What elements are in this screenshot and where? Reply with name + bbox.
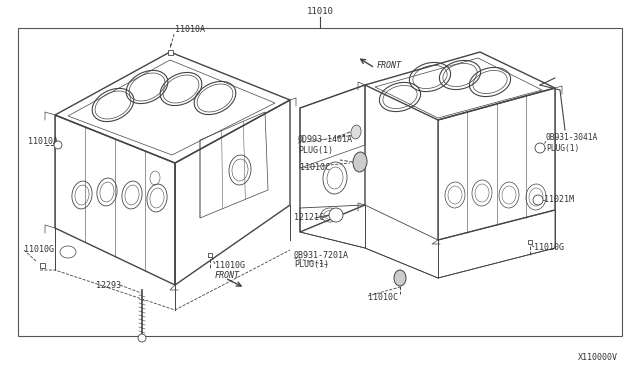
Bar (40, 263, 45, 267)
Text: 0B931-7201A: 0B931-7201A (294, 250, 349, 260)
Text: X110000V: X110000V (578, 353, 618, 362)
Text: 12121C: 12121C (294, 214, 324, 222)
Circle shape (535, 143, 545, 153)
Text: 11010G: 11010G (24, 246, 54, 254)
Text: FRONT: FRONT (377, 61, 402, 70)
Text: PLUG(1): PLUG(1) (294, 260, 329, 269)
Bar (168, 49, 173, 55)
Text: 12293: 12293 (96, 280, 121, 289)
Text: 11021M: 11021M (544, 196, 574, 205)
Text: 11010G: 11010G (215, 262, 245, 270)
Text: 0B931-3041A: 0B931-3041A (546, 134, 598, 142)
Ellipse shape (394, 270, 406, 286)
Text: PLUG(1): PLUG(1) (298, 145, 333, 154)
Circle shape (54, 141, 62, 149)
Ellipse shape (351, 125, 361, 139)
Circle shape (329, 208, 343, 222)
Circle shape (138, 334, 146, 342)
Circle shape (533, 195, 543, 205)
Text: 11010A: 11010A (28, 138, 58, 147)
Text: 11010: 11010 (307, 7, 333, 16)
Text: 11010A: 11010A (175, 26, 205, 35)
Text: 11010G: 11010G (534, 244, 564, 253)
Bar (18, 28, 622, 336)
Text: PLUG(1): PLUG(1) (546, 144, 579, 153)
Bar (208, 253, 212, 257)
Text: FRONT: FRONT (215, 272, 240, 280)
Bar (528, 240, 532, 244)
Ellipse shape (353, 152, 367, 172)
Text: 11010C: 11010C (368, 294, 398, 302)
Text: 11010C: 11010C (300, 164, 330, 173)
Text: 0D993-1401A: 0D993-1401A (298, 135, 353, 144)
